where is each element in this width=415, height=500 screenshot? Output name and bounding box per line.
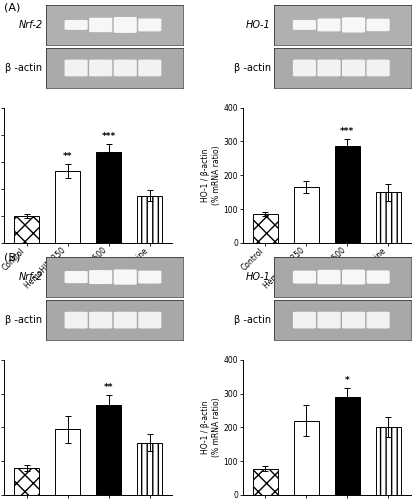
Text: ***: *** <box>340 126 354 136</box>
Bar <box>294 187 319 243</box>
FancyBboxPatch shape <box>342 312 365 328</box>
Bar <box>294 420 319 495</box>
FancyBboxPatch shape <box>65 271 88 283</box>
Bar <box>14 216 39 243</box>
Text: **: ** <box>63 152 73 161</box>
FancyBboxPatch shape <box>317 270 341 284</box>
Text: (B): (B) <box>4 252 20 262</box>
Text: ***: *** <box>102 132 116 140</box>
Bar <box>253 214 278 243</box>
FancyBboxPatch shape <box>293 270 316 283</box>
Bar <box>376 192 401 243</box>
Bar <box>334 146 360 243</box>
Text: *: * <box>345 376 350 385</box>
FancyBboxPatch shape <box>138 60 161 76</box>
FancyBboxPatch shape <box>65 312 88 328</box>
FancyBboxPatch shape <box>317 18 341 32</box>
Text: HO-1: HO-1 <box>246 272 271 282</box>
Text: β -actin: β -actin <box>5 315 43 325</box>
FancyBboxPatch shape <box>366 312 390 328</box>
FancyBboxPatch shape <box>342 60 365 76</box>
FancyBboxPatch shape <box>65 20 88 30</box>
Text: Nrf-2: Nrf-2 <box>18 272 43 282</box>
Text: Nrf-2: Nrf-2 <box>18 20 43 30</box>
Bar <box>376 428 401 495</box>
FancyBboxPatch shape <box>89 60 112 76</box>
FancyBboxPatch shape <box>89 18 112 32</box>
FancyBboxPatch shape <box>317 312 341 328</box>
Y-axis label: HO-1 / β-actin
(% mRNA ratio): HO-1 / β-actin (% mRNA ratio) <box>201 146 221 205</box>
FancyBboxPatch shape <box>342 270 365 284</box>
FancyBboxPatch shape <box>138 312 161 328</box>
Bar <box>14 468 39 495</box>
FancyBboxPatch shape <box>114 17 137 33</box>
FancyBboxPatch shape <box>342 18 365 32</box>
FancyBboxPatch shape <box>89 270 112 284</box>
FancyBboxPatch shape <box>89 312 112 328</box>
Bar <box>253 468 278 495</box>
Text: HO-1: HO-1 <box>246 20 271 30</box>
Y-axis label: HO-1 / β-actin
(% mRNA ratio): HO-1 / β-actin (% mRNA ratio) <box>201 398 221 457</box>
Bar <box>137 442 162 495</box>
Text: **: ** <box>104 383 113 392</box>
Bar <box>334 397 360 495</box>
FancyBboxPatch shape <box>293 60 316 76</box>
FancyBboxPatch shape <box>366 270 390 284</box>
FancyBboxPatch shape <box>293 20 316 30</box>
FancyBboxPatch shape <box>138 270 161 283</box>
Text: β -actin: β -actin <box>5 63 43 73</box>
FancyBboxPatch shape <box>114 60 137 76</box>
Bar <box>55 171 81 243</box>
Bar <box>137 196 162 243</box>
FancyBboxPatch shape <box>114 270 137 284</box>
FancyBboxPatch shape <box>293 312 316 328</box>
FancyBboxPatch shape <box>366 60 390 76</box>
Text: β -actin: β -actin <box>234 63 271 73</box>
FancyBboxPatch shape <box>366 18 390 31</box>
Text: (A): (A) <box>4 2 20 12</box>
FancyBboxPatch shape <box>317 60 341 76</box>
Bar <box>96 152 121 243</box>
FancyBboxPatch shape <box>138 18 161 32</box>
FancyBboxPatch shape <box>65 60 88 76</box>
Bar <box>96 406 121 495</box>
Bar <box>55 429 81 495</box>
FancyBboxPatch shape <box>114 312 137 328</box>
Text: β -actin: β -actin <box>234 315 271 325</box>
